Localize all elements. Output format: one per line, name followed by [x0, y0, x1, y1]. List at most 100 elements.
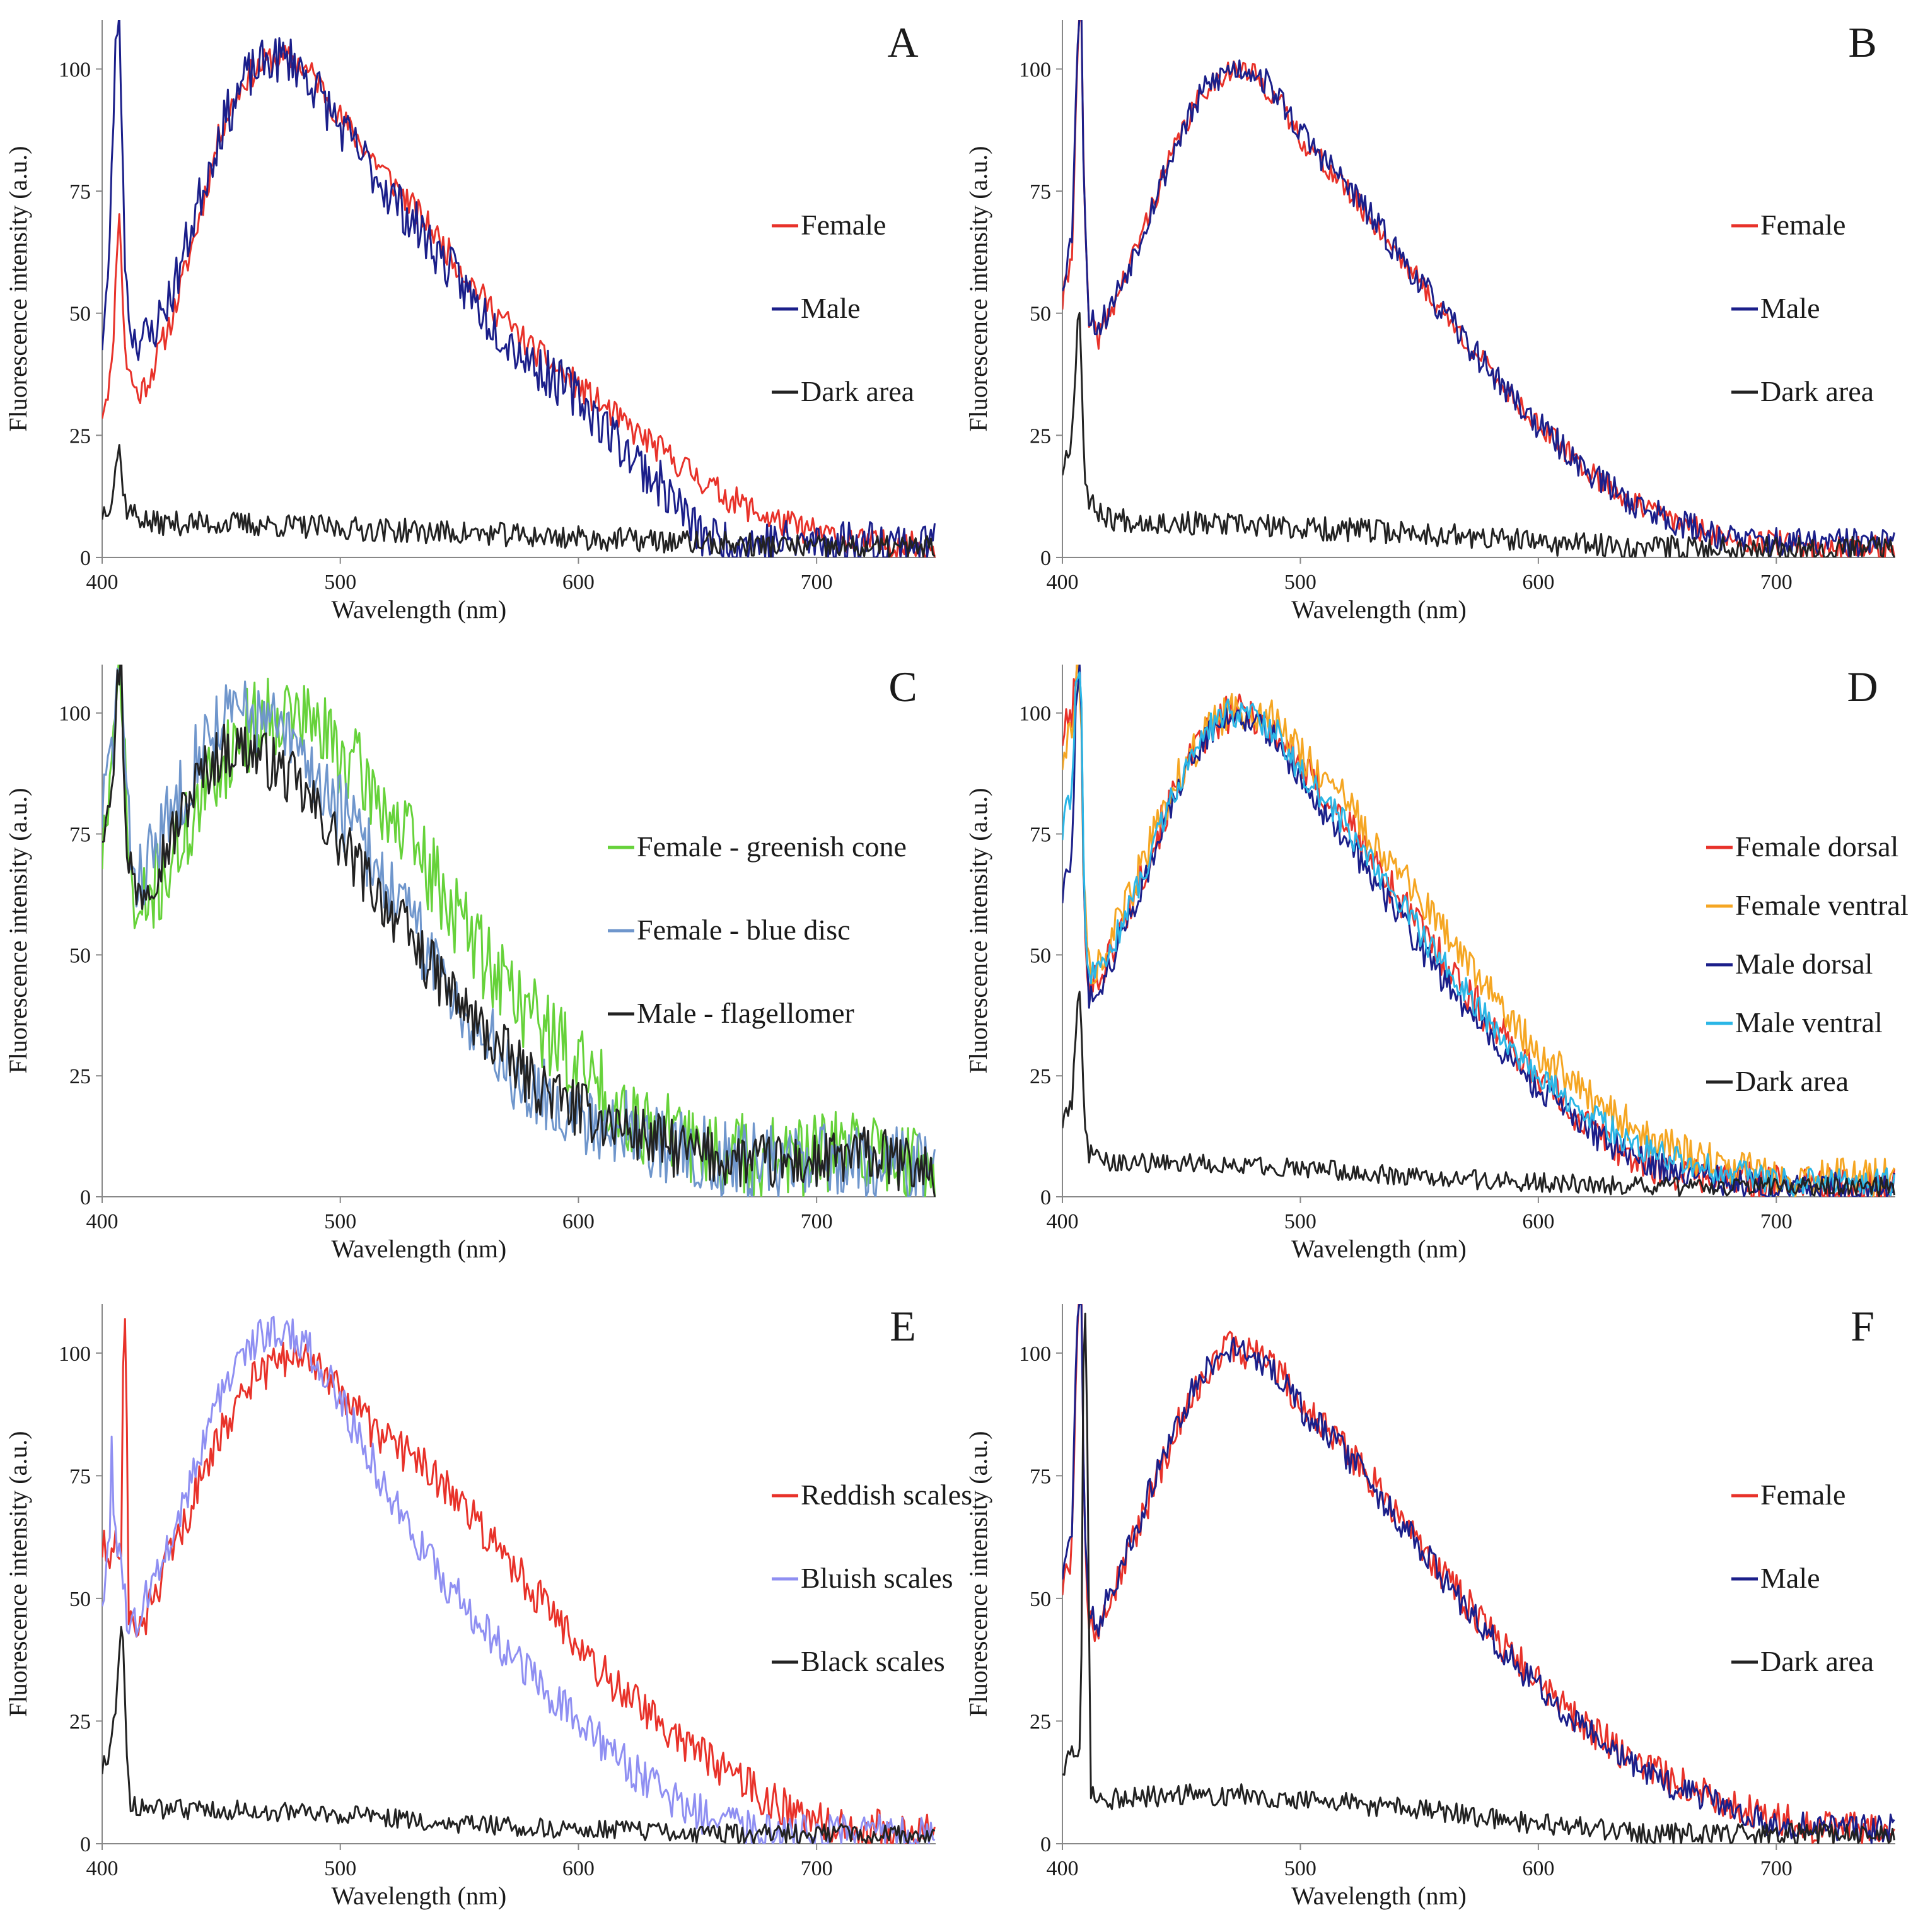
- panel-letter: F: [1851, 1302, 1874, 1350]
- chart-panel-d: 400 500 600 700 0 25 50 75 100 Wavelength (nm) Flu…: [964, 663, 1909, 1263]
- y-tick-label: 50: [1030, 944, 1051, 967]
- series-line-male-flagellomer: [102, 665, 936, 1197]
- legend: Female Male Dark area: [1731, 1479, 1874, 1677]
- y-tick-label: 50: [1030, 1588, 1051, 1611]
- legend-label: Female - greenish cone: [637, 830, 907, 863]
- x-tick-label: 500: [1284, 571, 1316, 594]
- y-tick-label: 100: [1019, 58, 1051, 81]
- panel-letter: B: [1848, 18, 1876, 66]
- x-axis-title: Wavelength (nm): [331, 595, 506, 624]
- panel-letter: C: [888, 663, 917, 711]
- y-tick-label: 50: [1030, 303, 1051, 326]
- y-axis-title: Fluorescence intensity (a.u.): [4, 788, 32, 1073]
- y-tick-label: 0: [80, 1186, 91, 1209]
- x-tick-label: 400: [1047, 571, 1079, 594]
- x-axis-title: Wavelength (nm): [1291, 1235, 1467, 1263]
- series-line-male-dorsal: [1062, 665, 1895, 1197]
- series-line-male: [1062, 1304, 1895, 1844]
- y-tick-label: 50: [69, 303, 91, 326]
- legend-label: Dark area: [1760, 1645, 1874, 1677]
- panel-letter: D: [1847, 663, 1878, 711]
- legend-label: Reddish scales: [801, 1479, 972, 1511]
- x-tick-label: 700: [1760, 571, 1793, 594]
- legend-label: Male - flagellomer: [637, 997, 854, 1029]
- x-tick-label: 700: [1760, 1210, 1793, 1233]
- y-tick-label: 0: [1040, 1186, 1051, 1209]
- legend-label: Male ventral: [1735, 1006, 1883, 1039]
- legend-label: Dark area: [1735, 1065, 1849, 1097]
- legend-label: Bluish scales: [801, 1562, 953, 1594]
- chart-panel-f: 400 500 600 700 0 25 50 75 100 Wavelength (nm) Flu…: [964, 1302, 1895, 1910]
- y-axis-title: Fluorescence intensity (a.u.): [964, 146, 992, 431]
- y-axis-title: Fluorescence intensity (a.u.): [4, 146, 32, 431]
- series-line-male: [102, 20, 936, 557]
- legend-label: Male: [1760, 1562, 1820, 1594]
- y-tick-label: 100: [59, 1342, 91, 1366]
- y-tick-label: 25: [1030, 424, 1051, 448]
- legend-label: Female: [1760, 209, 1845, 241]
- legend-label: Female dorsal: [1735, 830, 1898, 863]
- y-tick-label: 75: [69, 823, 91, 847]
- legend-label: Female - blue disc: [637, 914, 851, 946]
- series-group: [1062, 665, 1895, 1197]
- series-group: [1062, 1304, 1895, 1844]
- panel-letter: E: [890, 1302, 916, 1350]
- x-tick-label: 600: [562, 571, 595, 594]
- chart-panel-b: 400 500 600 700 0 25 50 75 100 Wavelength (nm) Flu…: [964, 18, 1895, 624]
- x-tick-label: 600: [562, 1857, 595, 1880]
- x-axis-title: Wavelength (nm): [331, 1882, 506, 1910]
- y-tick-label: 75: [69, 1465, 91, 1488]
- y-tick-label: 100: [59, 58, 91, 81]
- legend-label: Female ventral: [1735, 889, 1909, 921]
- series-line-dark-area: [1062, 991, 1895, 1197]
- panel-letter: A: [887, 18, 918, 66]
- series-line-dark-area: [102, 444, 936, 557]
- legend-label: Black scales: [801, 1645, 945, 1677]
- x-tick-label: 500: [1284, 1210, 1316, 1233]
- legend-label: Dark area: [1760, 375, 1874, 407]
- x-axis-title: Wavelength (nm): [1291, 1882, 1467, 1910]
- series-group: [102, 1315, 936, 1844]
- series-line-dark-area: [1062, 1312, 1895, 1844]
- series-line-reddish-scales: [102, 1318, 936, 1844]
- series-group: [102, 20, 936, 557]
- x-axis-title: Wavelength (nm): [1291, 595, 1467, 624]
- y-tick-label: 50: [69, 944, 91, 967]
- x-tick-label: 700: [801, 1210, 833, 1233]
- series-group: [1062, 20, 1895, 557]
- y-axis-title: Fluorescence intensity (a.u.): [964, 788, 992, 1073]
- y-tick-label: 75: [1030, 180, 1051, 204]
- x-axis-title: Wavelength (nm): [331, 1235, 506, 1263]
- legend-label: Male dorsal: [1735, 948, 1873, 980]
- series-line-female: [1062, 20, 1895, 557]
- y-tick-label: 0: [1040, 547, 1051, 570]
- legend: Female dorsal Female ventral Male dorsal Ma…: [1706, 830, 1909, 1097]
- legend: Female Male Dark area: [1731, 209, 1874, 407]
- x-tick-label: 500: [324, 1857, 356, 1880]
- legend: Female Male Dark area: [772, 209, 914, 407]
- chart-panel-c: 400 500 600 700 0 25 50 75 100 Wavelength (nm) Flu…: [4, 663, 936, 1263]
- y-tick-label: 0: [80, 547, 91, 570]
- legend: Reddish scales Bluish scales Black scales: [772, 1479, 972, 1677]
- x-tick-label: 400: [86, 571, 119, 594]
- x-tick-label: 600: [562, 1210, 595, 1233]
- x-tick-label: 600: [1522, 1857, 1554, 1880]
- x-tick-label: 400: [1047, 1210, 1079, 1233]
- y-tick-label: 75: [1030, 823, 1051, 847]
- x-tick-label: 500: [324, 1210, 356, 1233]
- x-tick-label: 600: [1522, 1210, 1554, 1233]
- x-tick-label: 700: [801, 1857, 833, 1880]
- y-axis-title: Fluorescence intensity (a.u.): [4, 1431, 32, 1716]
- y-tick-label: 25: [1030, 1065, 1051, 1088]
- y-tick-label: 50: [69, 1588, 91, 1611]
- y-tick-label: 100: [59, 702, 91, 726]
- series-line-female-dorsal: [1062, 665, 1895, 1197]
- y-tick-label: 0: [1040, 1833, 1051, 1856]
- y-tick-label: 25: [1030, 1710, 1051, 1733]
- x-tick-label: 700: [1760, 1857, 1793, 1880]
- series-line-dark-area: [1062, 311, 1895, 557]
- x-tick-label: 400: [86, 1857, 119, 1880]
- series-line-male: [1062, 20, 1895, 557]
- y-tick-label: 25: [69, 1065, 91, 1088]
- legend-label: Dark area: [801, 375, 914, 407]
